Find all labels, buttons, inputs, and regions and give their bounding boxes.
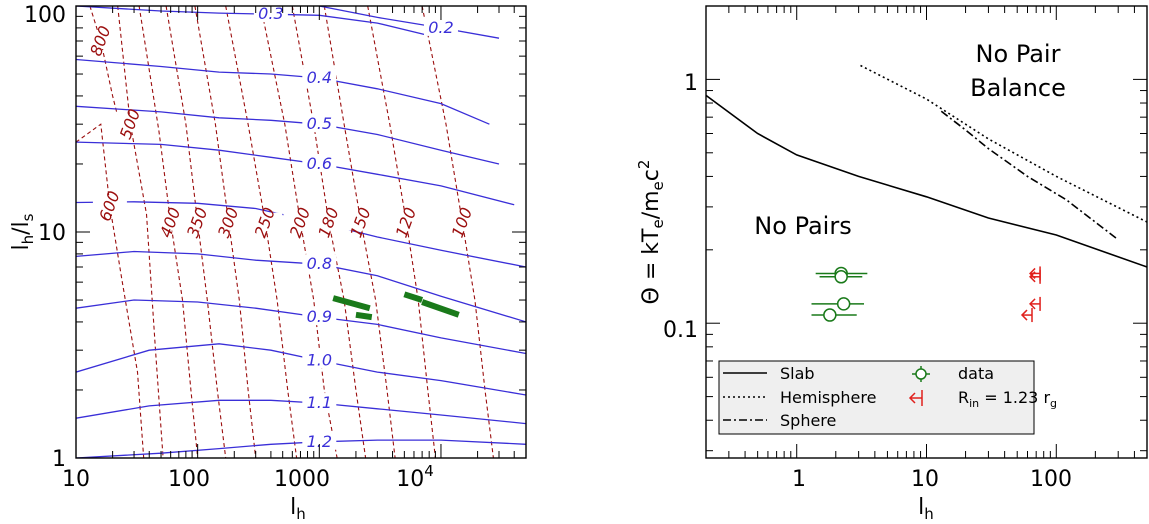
right-ytick-0.1: 0.1 (663, 318, 698, 343)
temperature-contour-label-200: 200 (286, 205, 314, 240)
right-ylabel: Θ = kTe/mec2 (635, 160, 667, 305)
model-curve-slab (706, 95, 1147, 267)
temperature-contour-label-600: 600 (95, 188, 123, 223)
theta-contour-0.3 (76, 6, 429, 36)
data-segment-0 (333, 298, 370, 308)
left-ylabel: lh/ls (9, 213, 37, 250)
temperature-contour-label-300: 300 (214, 205, 242, 240)
left-ytick-1: 1 (52, 447, 66, 472)
left-xtick-1000: 1000 (274, 467, 330, 492)
theta-contour-0.8 (76, 252, 526, 322)
temperature-contour-label-500: 500 (116, 106, 144, 141)
left-xtick-10: 10 (62, 467, 90, 492)
legend: Slab Hemisphere Sphere data Rin = 1.23 r… (719, 361, 1057, 434)
legend-slab-label: Slab (780, 364, 815, 383)
theta-contour-label-0.6: 0.6 (307, 154, 332, 173)
temperature-contour-label-800: 800 (86, 23, 114, 58)
temperature-contours (76, 6, 493, 458)
theta-contour-label-0.2: 0.2 (428, 18, 453, 37)
data-point-3 (824, 309, 836, 321)
right-panel: 1 10 100 0.1 1 lh Θ = kTe/mec2 No Pair B… (635, 6, 1147, 523)
theta-contour-label-1.1: 1.1 (307, 393, 332, 412)
right-xlabel: lh (918, 495, 934, 523)
temperature-contour-label-400: 400 (156, 205, 184, 240)
no-pair-balance-label-1: No Pair (976, 40, 1061, 68)
data-segment-2 (404, 294, 422, 300)
left-panel: 0.20.30.40.50.60.70.80.91.01.11.28006005… (9, 3, 526, 523)
observed-points (812, 266, 1041, 322)
theta-contour-1.1 (76, 400, 526, 423)
data-point-2 (838, 298, 850, 310)
temperature-contour-label-350: 350 (183, 205, 211, 240)
legend-hemisphere-label: Hemisphere (780, 388, 876, 407)
data-point-1 (835, 271, 847, 283)
temperature-contour-label-120: 120 (392, 205, 420, 240)
left-xtick-10e4: 104 (396, 462, 434, 492)
right-ytick-1: 1 (684, 71, 698, 96)
temperature-contour-label-100: 100 (448, 205, 476, 240)
right-xtick-10: 10 (911, 467, 939, 492)
no-pairs-label: No Pairs (754, 212, 851, 240)
left-xlabel: lh (290, 495, 306, 523)
theta-contour-0.9 (76, 300, 526, 354)
theta-contour-label-0.5: 0.5 (307, 114, 332, 133)
left-ytick-100: 100 (24, 3, 66, 28)
data-segment-1 (356, 315, 372, 317)
temperature-contour-label-180: 180 (314, 205, 342, 240)
theta-contour-label-0.9: 0.9 (307, 307, 332, 326)
data-segment-3 (422, 302, 459, 315)
left-xtick-100: 100 (168, 467, 210, 492)
no-pair-balance-label-2: Balance (970, 74, 1066, 102)
contour-labels: 0.20.30.40.50.60.70.80.91.01.11.28006005… (84, 4, 480, 451)
legend-data-label: data (958, 364, 994, 383)
legend-sphere-label: Sphere (780, 411, 836, 430)
right-xtick-1: 1 (792, 467, 806, 492)
model-curve-sphere (941, 111, 1118, 239)
theta-contour-label-0.8: 0.8 (307, 254, 332, 273)
theta-contour-1.0 (76, 344, 526, 395)
right-xtick-100: 100 (1030, 467, 1072, 492)
theta-contour-0.2 (319, 6, 499, 38)
theta-contour-label-1.0: 1.0 (307, 351, 332, 370)
data-segments (333, 294, 459, 317)
theta-contour-label-0.4: 0.4 (307, 68, 332, 87)
temperature-contour-label-250: 250 (251, 205, 279, 240)
left-ytick-10: 10 (38, 221, 66, 246)
